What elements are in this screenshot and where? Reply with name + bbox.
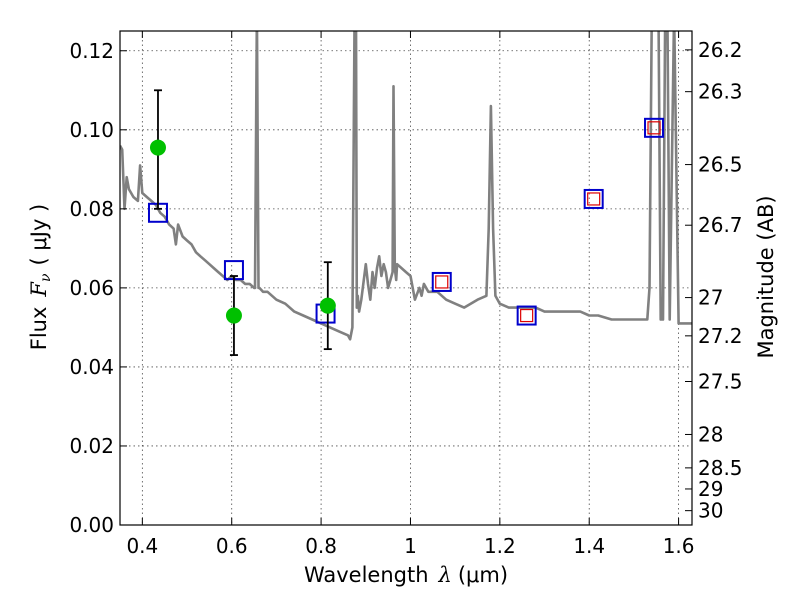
mag-tick-label: 26.3 [698,80,743,104]
model-photometry-blue-square [431,271,452,292]
mag-tick-label: 26.5 [698,153,743,177]
mag-tick-label: 27 [698,286,723,310]
x-tick-label: 0.6 [216,534,248,558]
x-tick-label: 1.2 [484,534,516,558]
mag-tick-label: 27.5 [698,370,743,394]
model-photometry-red-square [435,275,449,289]
model-photometry-blue-square [583,188,604,209]
observed-point [319,297,336,314]
observed-point [225,307,242,324]
y-tick-label: 0.00 [69,513,114,537]
model-spectrum-line [120,31,692,341]
x-axis-title: Wavelength λ (μm) [304,563,508,587]
y2-axis-title: Magnitude (AB) [754,195,778,358]
x-tick-label: 0.4 [126,534,158,558]
mag-tick-label: 26.7 [698,213,743,237]
mag-tick-label: 26.2 [698,38,743,62]
observed-point [149,139,166,156]
y-axis-title: FluxFν( μJy ) [27,204,54,350]
y-tick-label: 0.08 [69,197,114,221]
model-photometry-red-square [520,308,534,323]
model-photometry-red-square [587,192,601,206]
plot-area [120,31,692,356]
plot-frame [119,30,693,526]
y-tick-label: 0.04 [69,355,114,379]
mag-tick-label: 28.5 [698,456,743,480]
y-tick-label: 0.10 [69,118,114,142]
mag-tick-label: 29 [698,477,723,501]
y-tick-label: 0.06 [69,276,114,300]
x-tick-label: 1.6 [663,534,695,558]
x-tick-label: 0.8 [305,534,337,558]
axis-ticks: 0.4 0.6 0.8 1 1.2 1.4 1.6 0.00 0.02 0.04 0.06 0.08 0… [69,31,743,558]
x-tick-label: 1.4 [573,534,605,558]
x-tick-label: 1 [404,534,417,558]
y-tick-label: 0.02 [69,434,114,458]
mag-tick-label: 28 [698,422,723,446]
mag-tick-label: 30 [698,499,723,523]
model-photometry-blue-square [516,305,537,326]
model-photometry-blue-square [644,117,665,138]
mag-tick-label: 27.2 [698,324,743,348]
model-photometry-red-square [647,121,661,135]
y-tick-label: 0.12 [69,39,114,63]
